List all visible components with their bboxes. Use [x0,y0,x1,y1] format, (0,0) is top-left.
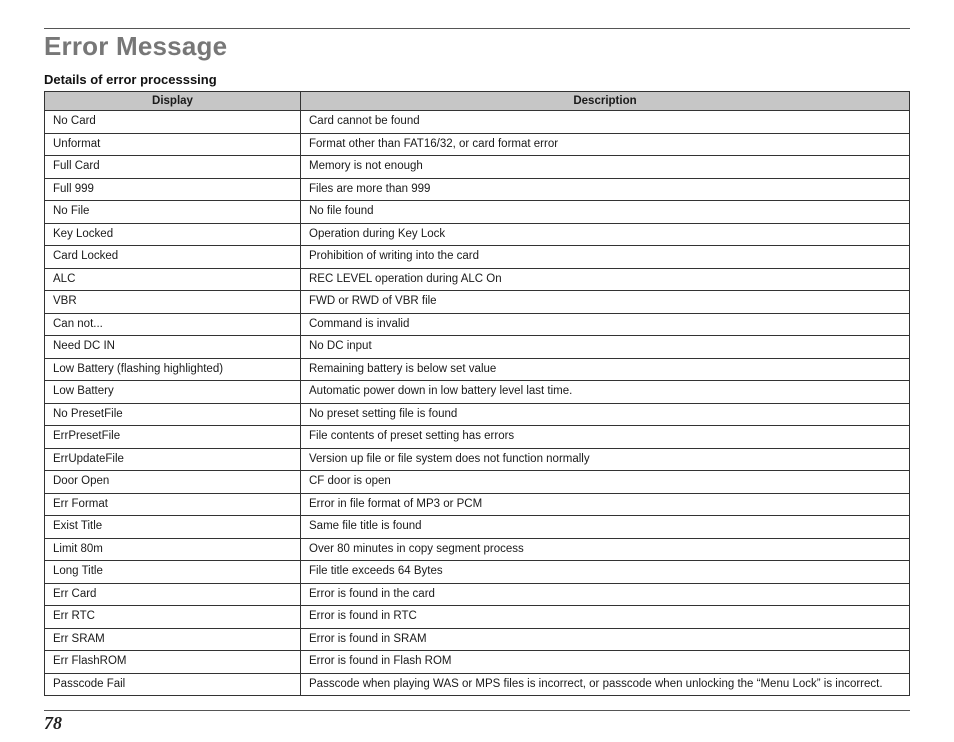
cell-display: Limit 80m [45,538,301,561]
cell-description: Same file title is found [301,516,910,539]
cell-description: Prohibition of writing into the card [301,246,910,269]
page-number: 78 [44,713,910,734]
cell-description: File title exceeds 64 Bytes [301,561,910,584]
cell-description: CF door is open [301,471,910,494]
page: Error Message Details of error processsi… [0,0,954,742]
cell-display: Err RTC [45,606,301,629]
table-header-row: Display Description [45,92,910,111]
table-row: Door OpenCF door is open [45,471,910,494]
footer-rule [44,710,910,711]
cell-description: File contents of preset setting has erro… [301,426,910,449]
cell-display: No Card [45,111,301,134]
table-row: Passcode FailPasscode when playing WAS o… [45,673,910,696]
col-header-description: Description [301,92,910,111]
cell-description: REC LEVEL operation during ALC On [301,268,910,291]
cell-description: Command is invalid [301,313,910,336]
cell-description: Version up file or file system does not … [301,448,910,471]
table-row: No CardCard cannot be found [45,111,910,134]
table-row: Low BatteryAutomatic power down in low b… [45,381,910,404]
cell-description: Card cannot be found [301,111,910,134]
table-row: Low Battery (flashing highlighted)Remain… [45,358,910,381]
table-row: ErrUpdateFileVersion up file or file sys… [45,448,910,471]
table-row: Err CardError is found in the card [45,583,910,606]
top-rule [44,28,910,29]
cell-display: Low Battery [45,381,301,404]
cell-display: Key Locked [45,223,301,246]
cell-description: Automatic power down in low battery leve… [301,381,910,404]
cell-display: ErrPresetFile [45,426,301,449]
table-row: Card LockedProhibition of writing into t… [45,246,910,269]
cell-display: Can not... [45,313,301,336]
table-row: Key LockedOperation during Key Lock [45,223,910,246]
table-row: Full CardMemory is not enough [45,156,910,179]
cell-display: Err Format [45,493,301,516]
cell-display: Need DC IN [45,336,301,359]
section-subtitle: Details of error processsing [44,72,910,87]
col-header-display: Display [45,92,301,111]
cell-description: No preset setting file is found [301,403,910,426]
page-footer: 78 [44,710,910,734]
error-table: Display Description No CardCard cannot b… [44,91,910,696]
table-row: Long TitleFile title exceeds 64 Bytes [45,561,910,584]
cell-display: Long Title [45,561,301,584]
cell-display: Full Card [45,156,301,179]
cell-display: Door Open [45,471,301,494]
table-row: Need DC INNo DC input [45,336,910,359]
cell-description: Error is found in Flash ROM [301,651,910,674]
cell-display: ALC [45,268,301,291]
cell-description: FWD or RWD of VBR file [301,291,910,314]
table-row: Full 999Files are more than 999 [45,178,910,201]
cell-display: Exist Title [45,516,301,539]
cell-display: Err FlashROM [45,651,301,674]
table-row: Err FormatError in file format of MP3 or… [45,493,910,516]
table-row: ALCREC LEVEL operation during ALC On [45,268,910,291]
cell-description: Format other than FAT16/32, or card form… [301,133,910,156]
cell-description: No file found [301,201,910,224]
cell-description: Operation during Key Lock [301,223,910,246]
cell-description: Error in file format of MP3 or PCM [301,493,910,516]
cell-description: Error is found in RTC [301,606,910,629]
table-row: Exist TitleSame file title is found [45,516,910,539]
cell-description: Memory is not enough [301,156,910,179]
table-row: UnformatFormat other than FAT16/32, or c… [45,133,910,156]
cell-display: No PresetFile [45,403,301,426]
table-row: Err FlashROMError is found in Flash ROM [45,651,910,674]
cell-description: Remaining battery is below set value [301,358,910,381]
cell-display: ErrUpdateFile [45,448,301,471]
table-row: Can not...Command is invalid [45,313,910,336]
cell-description: Over 80 minutes in copy segment process [301,538,910,561]
table-row: VBRFWD or RWD of VBR file [45,291,910,314]
cell-description: Error is found in SRAM [301,628,910,651]
page-title: Error Message [44,31,910,62]
table-row: Limit 80mOver 80 minutes in copy segment… [45,538,910,561]
cell-display: Card Locked [45,246,301,269]
table-row: No PresetFileNo preset setting file is f… [45,403,910,426]
table-row: Err SRAMError is found in SRAM [45,628,910,651]
cell-display: Passcode Fail [45,673,301,696]
cell-display: Err SRAM [45,628,301,651]
cell-display: Low Battery (flashing highlighted) [45,358,301,381]
cell-display: Unformat [45,133,301,156]
table-row: ErrPresetFileFile contents of preset set… [45,426,910,449]
cell-description: Error is found in the card [301,583,910,606]
cell-description: Files are more than 999 [301,178,910,201]
cell-display: Full 999 [45,178,301,201]
cell-description: Passcode when playing WAS or MPS files i… [301,673,910,696]
cell-description: No DC input [301,336,910,359]
cell-display: Err Card [45,583,301,606]
cell-display: VBR [45,291,301,314]
table-row: Err RTCError is found in RTC [45,606,910,629]
table-row: No FileNo file found [45,201,910,224]
cell-display: No File [45,201,301,224]
